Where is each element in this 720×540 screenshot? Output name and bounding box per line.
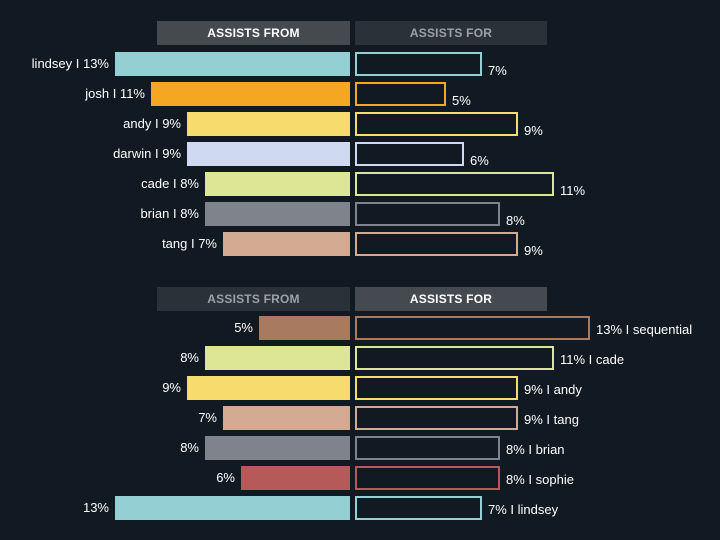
assists-for-bar [355,82,446,106]
assists-from-label: 8% [180,350,199,365]
assists-for-label: 9% I tang [524,412,579,427]
assists-from-bar [223,406,350,430]
assists-from-label: darwin I 9% [113,146,181,161]
assists-for-bar [355,172,554,196]
assists-for-label: 7% I lindsey [488,502,559,517]
panel-1-header-assists-for[interactable]: ASSISTS FOR [355,21,547,45]
assists-from-label: 5% [234,320,253,335]
assists-from-bar [241,466,350,490]
assists-for-bar [355,376,518,400]
assists-from-label: josh I 11% [85,86,145,101]
assists-for-bar [355,316,590,340]
assists-for-bar [355,466,500,490]
assists-for-label: 8% [506,213,525,228]
assists-for-bar [355,436,500,460]
assists-from-bar [259,316,350,340]
assists-for-bar [355,496,482,520]
assists-for-label: 13% I sequential [596,322,693,337]
assists-for-label: 11% I cade [560,352,625,367]
assists-for-bar [355,142,464,166]
assists-from-bar [205,436,350,460]
assists-from-label: andy I 9% [123,116,181,131]
assists-from-label: 6% [216,470,235,485]
assists-for-label: 9% [524,243,543,258]
panel-1-header-assists-from[interactable]: ASSISTS FROM [157,21,350,45]
assists-from-bar [187,112,350,136]
assists-for-label: 5% [452,93,471,108]
panel-2-header-assists-for[interactable]: ASSISTS FOR [355,287,547,311]
assists-from-label: 13% [82,500,109,515]
assists-from-bar [115,52,350,76]
assists-for-label: 9% [524,123,543,138]
assists-for-bar [355,232,518,256]
assists-from-bar [151,82,350,106]
assists-from-label: brian I 8% [140,206,199,221]
assists-from-bar [205,202,350,226]
assists-from-label: lindsey I 13% [31,56,109,71]
assists-from-bar [187,142,350,166]
assists-from-bar [115,496,350,520]
assists-from-bar [187,376,350,400]
assists-from-label: 8% [180,440,199,455]
assists-from-label: cade I 8% [141,176,199,191]
assists-for-label: 7% [488,63,507,78]
assists-from-bar [205,172,350,196]
assists-for-label: 8% I brian [506,442,565,457]
assists-for-bar [355,112,518,136]
assists-for-bar [355,202,500,226]
assists-for-label: 9% I andy [524,382,582,397]
assists-for-bar [355,346,554,370]
panel-2-header-assists-from[interactable]: ASSISTS FROM [157,287,350,311]
assists-from-bar [205,346,350,370]
assists-for-label: 11% [560,183,586,198]
assists-for-bar [355,52,482,76]
assists-for-label: 8% I sophie [506,472,574,487]
assists-from-label: 7% [198,410,217,425]
assists-for-label: 6% [470,153,489,168]
assists-from-bar [223,232,350,256]
assists-for-bar [355,406,518,430]
assists-from-label: tang I 7% [162,236,217,251]
assists-from-label: 9% [162,380,181,395]
